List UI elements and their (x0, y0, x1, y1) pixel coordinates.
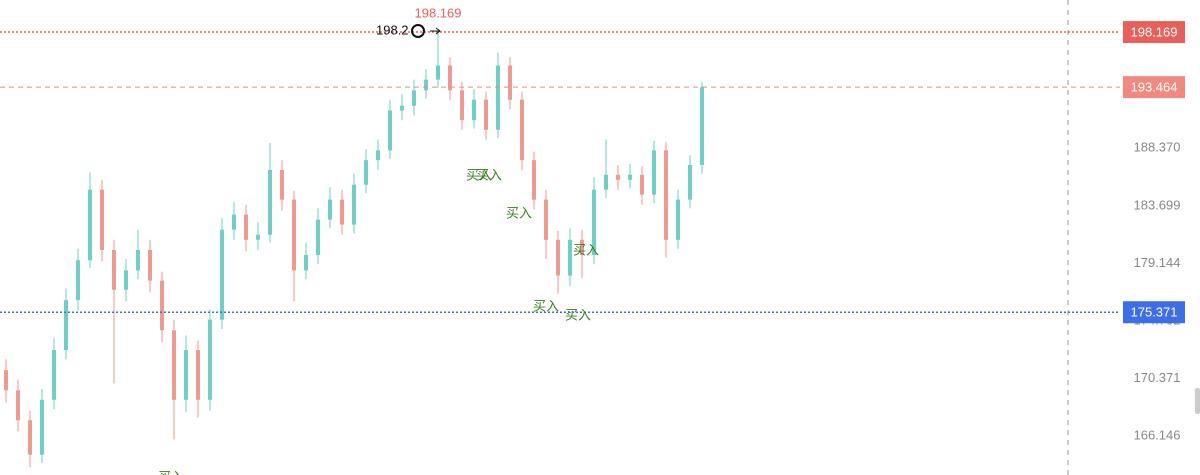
candle-body (688, 165, 692, 200)
candle-body (100, 189, 104, 250)
candle-body (628, 174, 632, 180)
y-tick-label: 188.370 (1134, 140, 1181, 155)
candle-body (220, 229, 224, 320)
buy-annotation: 买入 (476, 167, 502, 182)
price-badge (1123, 21, 1185, 44)
buy-annotation: 买入 (565, 307, 591, 322)
price-badge-label: 175.371 (1131, 305, 1178, 320)
marker-circle (411, 24, 425, 38)
candle-body (88, 189, 92, 261)
candle-body (316, 219, 320, 256)
candle-body (148, 249, 152, 281)
candle-body (376, 150, 380, 161)
y-tick-label: 170.371 (1134, 370, 1181, 385)
candle-body (508, 65, 512, 100)
marker-label: 198.2 (376, 22, 409, 37)
y-tick-label: 183.699 (1134, 197, 1181, 212)
price-badge (1123, 301, 1185, 324)
buy-annotation: 买入 (573, 242, 599, 257)
scrollbar[interactable] (1195, 388, 1200, 414)
candle-body (280, 169, 284, 200)
y-tick-label: 179.144 (1134, 255, 1181, 270)
candle-body (28, 420, 32, 455)
price-badge (1123, 76, 1185, 99)
candle-body (64, 300, 68, 351)
candle-body (388, 110, 392, 151)
candle-body (640, 174, 644, 195)
candle-body (424, 79, 428, 91)
candle-body (304, 255, 308, 271)
candle-body (364, 160, 368, 185)
candle-body (556, 239, 560, 276)
candle-body (124, 270, 128, 290)
price-badge-label: 193.464 (1131, 80, 1178, 95)
candle-body (160, 280, 164, 331)
candle-body (76, 260, 80, 301)
candle-body (112, 249, 116, 290)
candle-body (568, 239, 572, 276)
candle-body (4, 370, 8, 391)
candle-body (292, 199, 296, 271)
candle-body (232, 214, 236, 230)
candle-body (700, 87, 704, 166)
buy-annotation: 买入 (158, 469, 184, 475)
candle-body (328, 199, 332, 220)
candle-body (400, 105, 404, 111)
candle-body (592, 189, 596, 256)
candle-body (196, 350, 200, 400)
candle-body (496, 65, 500, 130)
candle-body (136, 249, 140, 271)
candle-body (412, 90, 416, 106)
candle-body (460, 90, 464, 121)
max-label: 198.169 (415, 5, 462, 20)
candle-body (352, 184, 356, 225)
candle-body (664, 150, 668, 240)
candle-body (580, 239, 584, 256)
candle-body (532, 160, 536, 200)
buy-annotation: 买入 (506, 205, 532, 220)
candle-body (172, 330, 176, 400)
candle-body (244, 214, 248, 240)
candle-body (52, 350, 56, 400)
candle-body (472, 99, 476, 121)
candle-body (616, 174, 620, 180)
candle-body (40, 399, 44, 455)
candle-body (520, 99, 524, 161)
candle-body (448, 65, 452, 91)
buy-annotation: 买入 (466, 167, 492, 182)
candle-body (436, 65, 440, 80)
candle-body (268, 169, 272, 235)
candle-body (484, 99, 488, 130)
candle-body (604, 174, 608, 190)
candle-body (652, 150, 656, 195)
marker-arrow (430, 27, 441, 35)
candle-body (544, 199, 548, 240)
price-badge-label: 198.169 (1131, 24, 1178, 39)
candle-body (256, 234, 260, 240)
candle-body (208, 319, 212, 400)
candle-body (16, 390, 20, 421)
candle-body (676, 199, 680, 240)
candle-body (184, 350, 188, 400)
candle-body (340, 199, 344, 225)
y-tick-label: 166.146 (1134, 428, 1181, 443)
buy-annotation: 买入 (533, 298, 559, 313)
